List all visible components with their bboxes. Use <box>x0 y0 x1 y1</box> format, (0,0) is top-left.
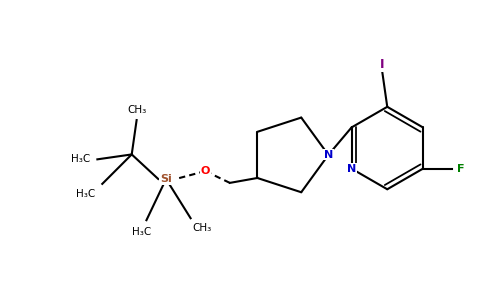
Text: F: F <box>456 164 464 174</box>
Text: I: I <box>380 58 385 71</box>
Text: CH₃: CH₃ <box>127 105 146 115</box>
Text: N: N <box>347 164 356 174</box>
Text: O: O <box>201 166 210 176</box>
Text: H₃C: H₃C <box>71 154 91 164</box>
Text: H₃C: H₃C <box>76 189 95 199</box>
Text: N: N <box>324 150 333 160</box>
Text: CH₃: CH₃ <box>193 223 212 233</box>
Text: Si: Si <box>160 174 172 184</box>
Text: H₃C: H₃C <box>132 227 151 237</box>
